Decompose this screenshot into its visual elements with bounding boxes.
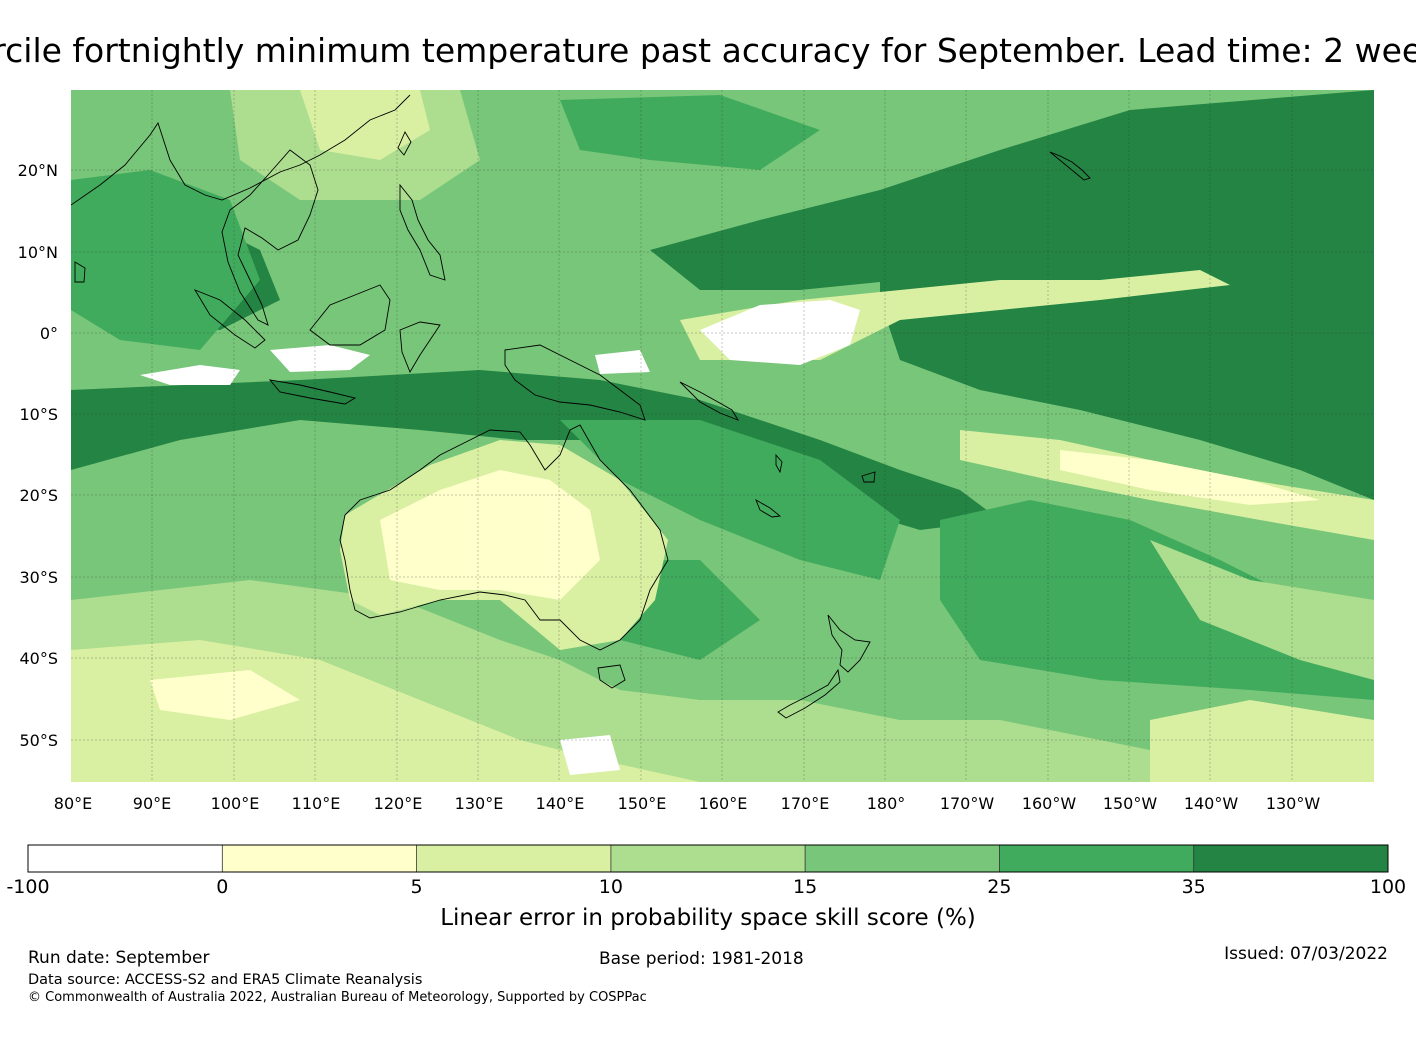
- high-skill-zone-north: [650, 190, 900, 290]
- lat-tick-label: 10°N: [18, 243, 58, 262]
- lowest-positive-zone-east: [1060, 450, 1320, 505]
- negative-skill-zone-south: [560, 735, 620, 775]
- lowest-positive-zone-southwest: [150, 670, 300, 720]
- lat-tick-label: 20°N: [18, 161, 58, 180]
- lon-tick-label: 170°E: [781, 794, 830, 813]
- lon-tick-label: 160°W: [1022, 794, 1077, 813]
- lon-tick-label: 130°W: [1266, 794, 1321, 813]
- colorbar-segment: [610, 845, 806, 872]
- chart-title: Tercile fortnightly minimum temperature …: [0, 31, 1416, 70]
- colorbar-title: Linear error in probability space skill …: [440, 905, 976, 931]
- colorbar-segment: [805, 845, 1000, 872]
- medium-skill-zone-south-pacific: [940, 500, 1374, 700]
- lat-tick-label: 40°S: [19, 649, 58, 668]
- skill-field: [71, 90, 1374, 782]
- run-date: Run date: September: [28, 948, 210, 968]
- colorbar-tick-label: 5: [411, 876, 423, 898]
- lat-tick-label: 10°S: [19, 405, 58, 424]
- coastline-asia-north: [71, 94, 411, 206]
- coastline-sulawesi: [399, 321, 441, 374]
- colorbar-segment: [1193, 845, 1388, 872]
- issued-date: Issued: 07/03/2022: [1224, 944, 1388, 964]
- colorbar-tick-label: 0: [216, 876, 228, 898]
- light-skill-zone-midlat: [1150, 540, 1374, 680]
- coastline-indochina: [221, 149, 319, 326]
- data-source: Data source: ACCESS-S2 and ERA5 Climate …: [28, 972, 423, 988]
- lon-tick-label: 140°E: [536, 794, 585, 813]
- lon-tick-label: 150°W: [1103, 794, 1158, 813]
- colorbar-segment: [416, 845, 611, 872]
- coastline-vanuatu: [775, 453, 783, 474]
- negative-skill-zone-equatorial: [700, 300, 860, 365]
- lat-tick-label: 30°S: [19, 568, 58, 587]
- colorbar-frame: [27, 844, 1389, 873]
- colorbar-segment: [999, 845, 1194, 872]
- coastline-sri-lanka: [74, 261, 86, 283]
- lat-labels: 20°N 10°N 0° 10°S 20°S 30°S 40°S 50°S: [18, 161, 58, 750]
- negative-skill-zone-java-sea: [270, 345, 370, 372]
- medium-skill-zone-west: [71, 170, 260, 350]
- colorbar-tick-label: -100: [6, 876, 49, 898]
- medium-skill-zone-northeast: [560, 95, 820, 170]
- coastline-java: [268, 379, 357, 405]
- coastline-hawaii: [1049, 151, 1091, 181]
- copyright-notice: © Commonwealth of Australia 2022, Austra…: [28, 990, 647, 1005]
- coastline-sumatra: [193, 289, 266, 349]
- lon-tick-label: 160°E: [699, 794, 748, 813]
- gridlines: [71, 90, 1374, 782]
- negative-skill-zone-indonesia: [140, 365, 240, 385]
- coastlines: [71, 94, 1091, 719]
- colorbar-tick-label: 35: [1182, 876, 1206, 898]
- colorbar-tick-label: 10: [599, 876, 623, 898]
- low-skill-zone-far-southeast: [1150, 700, 1374, 782]
- colorbar-tick-label: 15: [793, 876, 817, 898]
- lon-tick-label: 90°E: [133, 794, 171, 813]
- coastline-borneo: [309, 284, 391, 346]
- negative-skill-zone-new-guinea: [595, 350, 650, 374]
- lon-tick-label: 120°E: [374, 794, 423, 813]
- lon-tick-label: 100°E: [211, 794, 260, 813]
- lon-tick-label: 150°E: [618, 794, 667, 813]
- coastline-australia: [339, 424, 669, 651]
- coastline-new-zealand-north: [827, 614, 871, 673]
- colorbar-segment: [28, 845, 223, 872]
- medium-skill-zone-central: [560, 420, 900, 580]
- coastline-philippines: [399, 183, 446, 281]
- high-skill-zone-australia-north: [71, 370, 1000, 530]
- base-period: Base period: 1981-2018: [599, 949, 804, 969]
- lat-tick-label: 0°: [40, 324, 58, 343]
- colorbar-segment: [222, 845, 417, 872]
- colorbar: -100 0 5 10 15 25 35 100: [6, 844, 1406, 898]
- lon-tick-label: 180°: [867, 794, 906, 813]
- lon-tick-label: 140°W: [1184, 794, 1239, 813]
- lat-tick-label: 20°S: [19, 486, 58, 505]
- coastline-taiwan: [397, 131, 412, 156]
- lon-tick-label: 80°E: [54, 794, 92, 813]
- colorbar-tick-label: 100: [1370, 876, 1406, 898]
- lowest-positive-zone-australia-interior: [380, 470, 600, 600]
- coastline-new-zealand-south: [777, 668, 841, 719]
- lon-tick-label: 130°E: [455, 794, 504, 813]
- coastline-tasmania: [597, 664, 626, 689]
- coastline-new-caledonia: [755, 498, 782, 518]
- lon-labels: 80°E 90°E 100°E 110°E 120°E 130°E 140°E …: [54, 794, 1321, 813]
- coastline-fiji: [861, 471, 876, 483]
- lat-tick-label: 50°S: [19, 731, 58, 750]
- coastline-new-guinea: [504, 344, 646, 421]
- lon-tick-label: 170°W: [940, 794, 995, 813]
- coastline-solomons: [679, 381, 740, 421]
- colorbar-tick-label: 25: [987, 876, 1011, 898]
- lon-tick-label: 110°E: [292, 794, 341, 813]
